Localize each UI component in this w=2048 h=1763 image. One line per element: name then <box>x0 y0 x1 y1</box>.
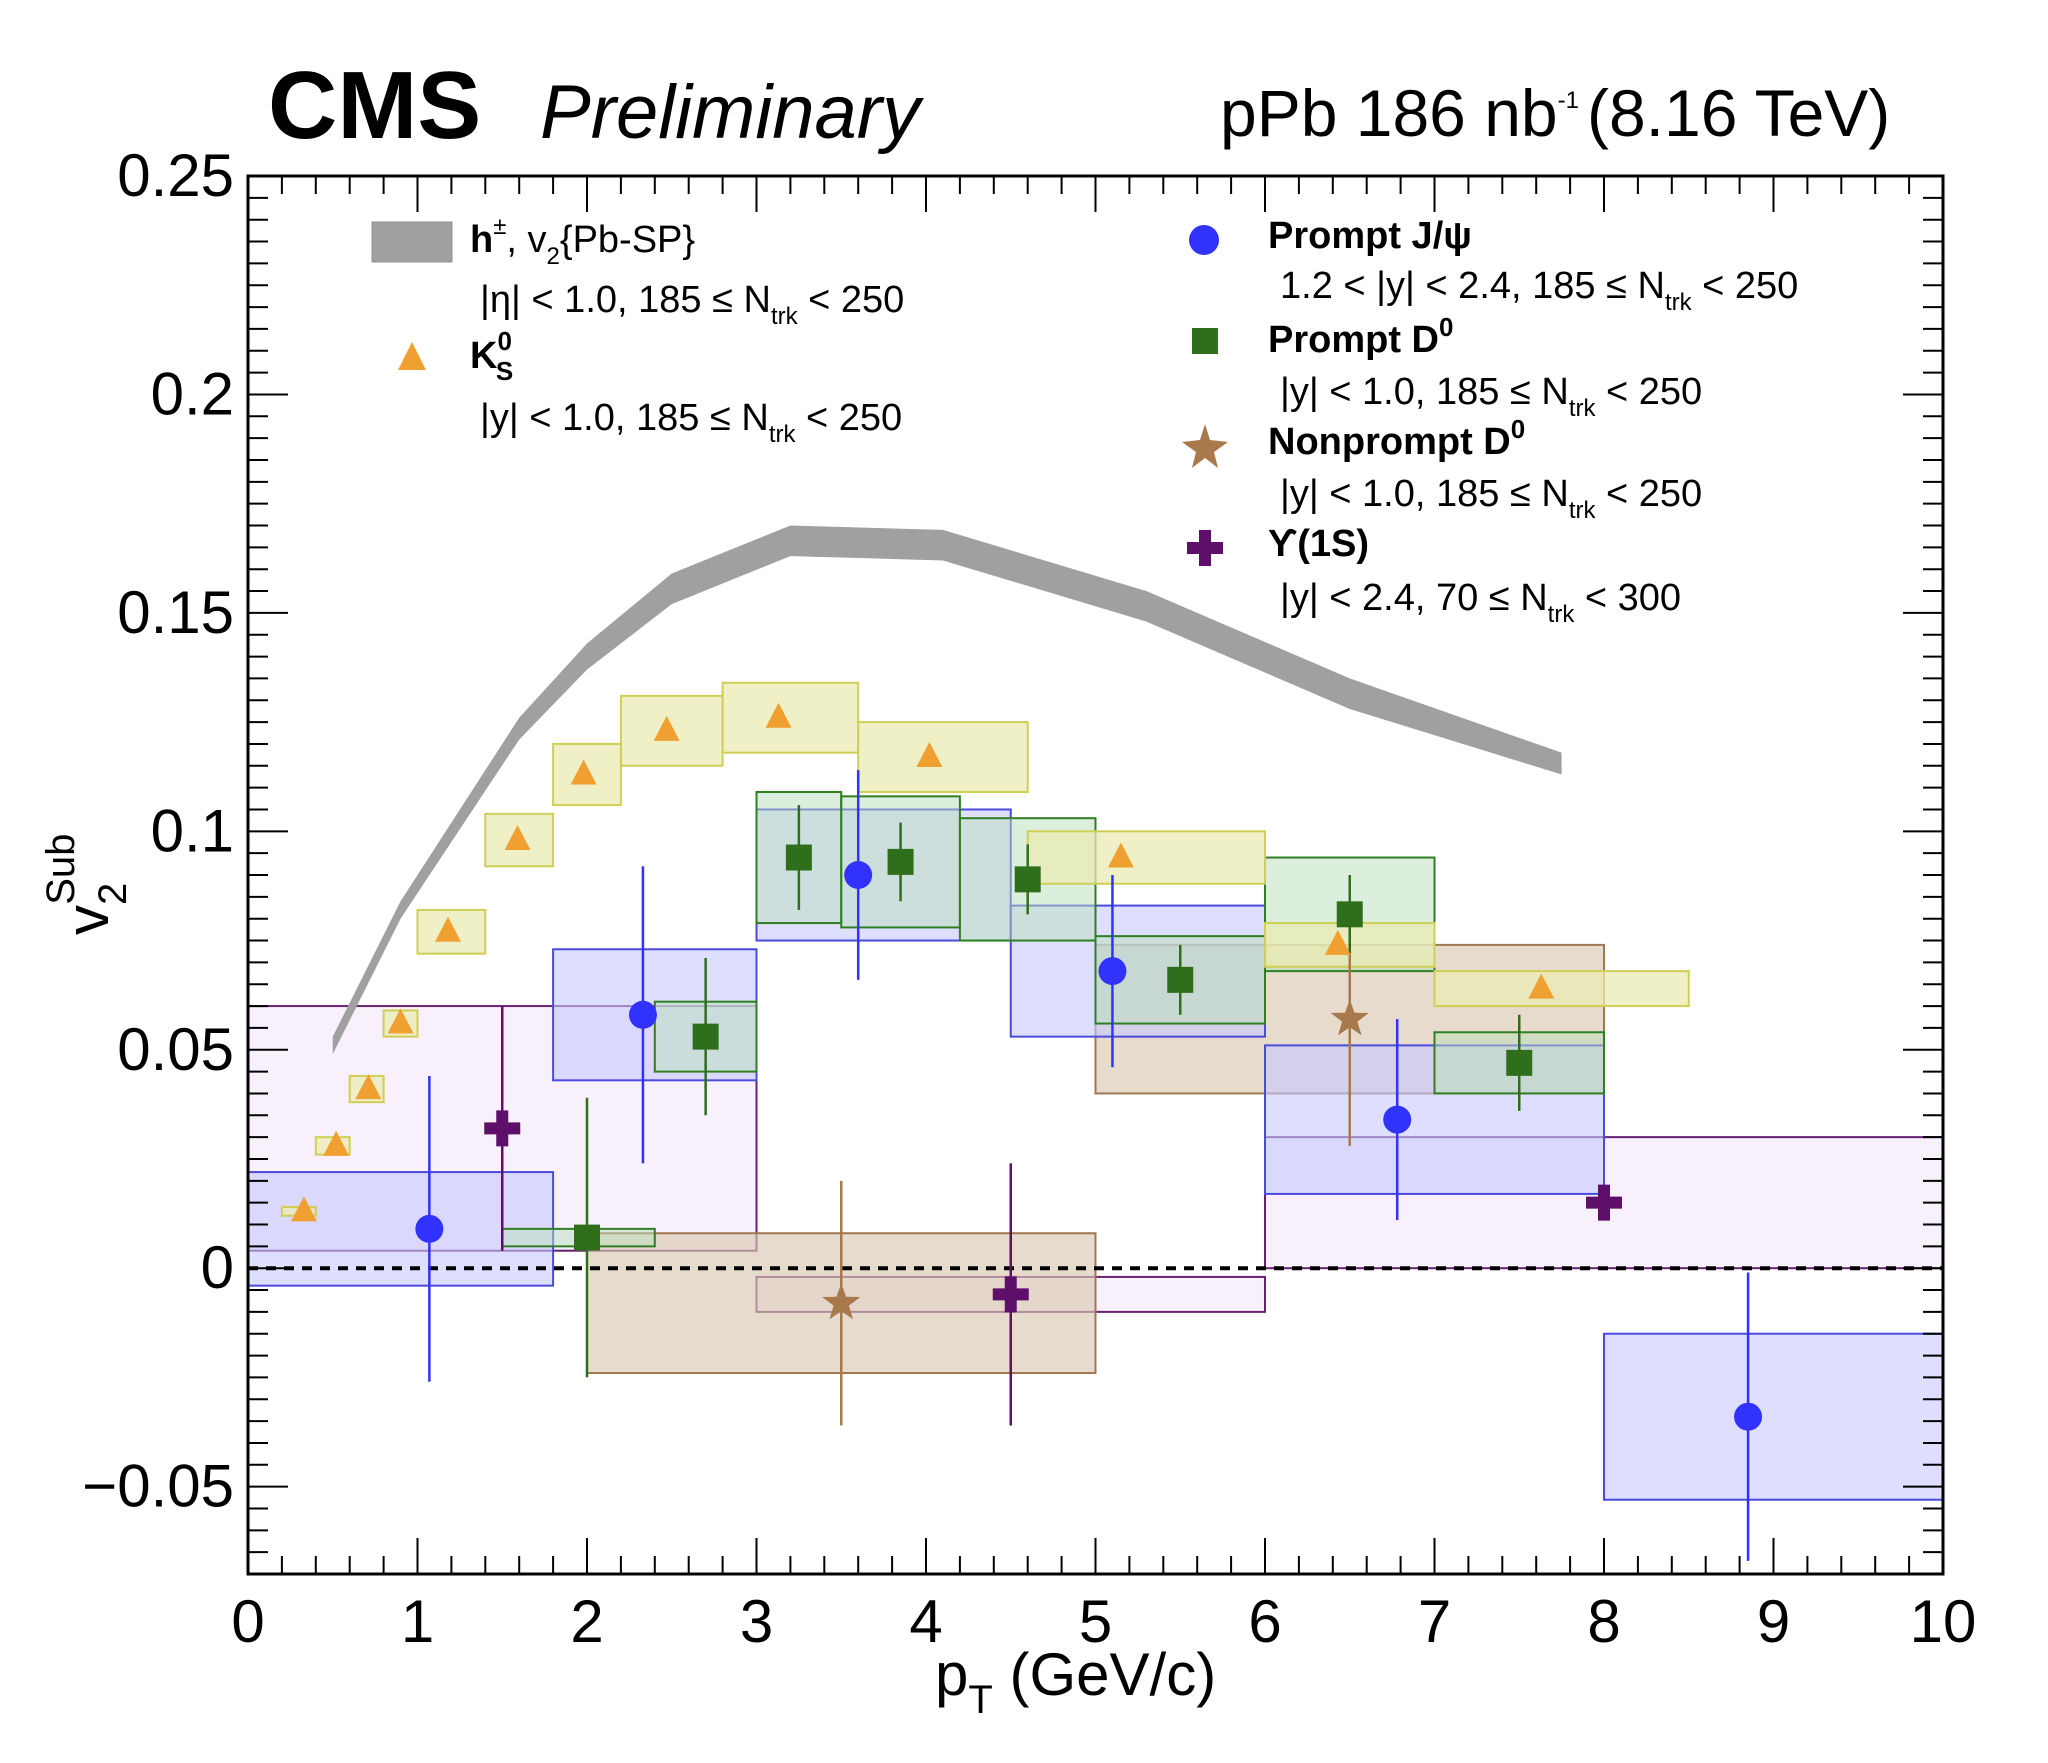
x-tick-label: 8 <box>1587 1588 1620 1655</box>
status-label: Preliminary <box>540 70 924 155</box>
legend-kshort-marker <box>398 342 426 370</box>
prompt-j-psi-point-1 <box>628 1000 657 1029</box>
x-tick-label: 6 <box>1248 1588 1281 1655</box>
legend-hadron-label: h±, v2{Pb-SP} <box>470 213 695 270</box>
legend-d0-label: Prompt D0 <box>1268 312 1453 361</box>
k0s-point-0 <box>290 1196 317 1222</box>
prompt-d0-point-4 <box>1014 866 1041 893</box>
k0s-sys-box-10 <box>1026 830 1266 885</box>
legend-upsilon-cut: |y| < 2.4, 70 ≤ Ntrk < 300 <box>1280 577 1681 628</box>
legend-npd0-marker <box>1182 424 1228 468</box>
k0s-sys-box-12 <box>1433 970 1690 1008</box>
legend-upsilon-label: ϒ(1S) <box>1268 523 1369 565</box>
legend-d0-marker <box>1192 328 1218 354</box>
svg-text:v2Sub: v2Sub <box>39 834 135 935</box>
y-tick-label: 0.25 <box>117 142 234 209</box>
y-tick-label: 0.15 <box>117 579 234 646</box>
k0s-point-6 <box>570 759 597 785</box>
legend-hadron-swatch <box>371 221 453 263</box>
prompt-d0-point-7 <box>1506 1049 1533 1076</box>
k0s-sys-box-8 <box>721 681 860 754</box>
y-tick-label: 0 <box>201 1234 234 1301</box>
y-tick-label: 0.05 <box>117 1016 234 1083</box>
prompt-j-psi-sys-box-5 <box>1603 1332 1944 1501</box>
nonprompt-d0-point-0 <box>822 1283 861 1320</box>
data-markers <box>290 702 1763 1431</box>
legend-hadron-cut: |η| < 1.0, 185 ≤ Ntrk < 250 <box>480 279 904 330</box>
x-tick-label: 1 <box>401 1588 434 1655</box>
hadron-band-layer <box>332 525 1562 1055</box>
tick-labels: 0 1 2 3 4 5 6 7 8 9 10 −0.05 0 0.05 0.1 0.15 0.2 0.25 <box>82 142 1976 1655</box>
y-axis-title: v2Sub <box>39 834 135 935</box>
prompt-j-psi-point-0 <box>415 1214 444 1243</box>
k0s-point-5 <box>504 825 531 851</box>
k0s-point-9 <box>916 742 943 768</box>
x-tick-label: 10 <box>1910 1588 1977 1655</box>
prompt-j-psi-point-5 <box>1734 1402 1763 1431</box>
x-tick-label: 7 <box>1418 1588 1451 1655</box>
k0s-point-2 <box>355 1074 382 1100</box>
legend-upsilon-marker <box>1187 530 1223 566</box>
y-tick-label: 0.1 <box>151 797 234 864</box>
upsilon-1s-point-1 <box>992 1276 1029 1313</box>
k0s-point-11 <box>1324 929 1351 955</box>
x-tick-label: 0 <box>231 1588 264 1655</box>
legend-jpsi-marker <box>1189 225 1219 255</box>
x-tick-label: 9 <box>1757 1588 1790 1655</box>
prompt-d0-point-3 <box>887 848 914 875</box>
k0s-point-1 <box>323 1130 350 1156</box>
upsilon-1s-point-0 <box>484 1110 521 1147</box>
legend-npd0-cut: |y| < 1.0, 185 ≤ Ntrk < 250 <box>1280 473 1702 524</box>
x-axis-title: pT (GeV/c) <box>935 1641 1216 1722</box>
prompt-d0-point-0 <box>574 1224 600 1251</box>
y-tick-label: 0.2 <box>151 360 234 427</box>
prompt-d0-point-1 <box>692 1023 719 1050</box>
k0s-point-10 <box>1107 842 1134 868</box>
prompt-j-psi-point-4 <box>1383 1105 1412 1134</box>
k0s-sys-box-9 <box>857 721 1029 793</box>
k0s-point-7 <box>653 715 680 741</box>
hadron-v2-band <box>332 525 1562 1055</box>
upsilon-1s-point-2 <box>1586 1184 1622 1221</box>
prompt-d0-point-2 <box>785 844 812 871</box>
y-tick-label: −0.05 <box>82 1453 234 1520</box>
legend: h±, v2{Pb-SP} |η| < 1.0, 185 ≤ Ntrk < 25… <box>371 213 1798 628</box>
legend-kshort-label: K0 S <box>470 326 513 386</box>
k0s-point-12 <box>1528 973 1555 999</box>
lumi-label: pPb 186 nb-1 (8.16 TeV) <box>1220 76 1890 150</box>
legend-jpsi-label: Prompt J/ψ <box>1268 215 1472 257</box>
k0s-point-3 <box>387 1008 414 1034</box>
x-tick-label: 2 <box>570 1588 603 1655</box>
axes <box>246 174 1945 1576</box>
prompt-j-psi-point-2 <box>844 861 873 889</box>
prompt-d0-point-5 <box>1167 966 1194 993</box>
x-tick-label: 3 <box>740 1588 773 1655</box>
prompt-d0-point-6 <box>1336 901 1363 928</box>
nonprompt-d0-point-1 <box>1330 999 1369 1036</box>
x-tick-label: 5 <box>1079 1588 1112 1655</box>
prompt-j-psi-point-3 <box>1098 957 1127 986</box>
legend-kshort-cut: |y| < 1.0, 185 ≤ Ntrk < 250 <box>480 397 902 448</box>
legend-d0-cut: |y| < 1.0, 185 ≤ Ntrk < 250 <box>1280 371 1702 422</box>
legend-jpsi-cut: 1.2 < |y| < 2.4, 185 ≤ Ntrk < 250 <box>1280 265 1798 316</box>
legend-npd0-label: Nonprompt D0 <box>1268 414 1525 463</box>
x-tick-label: 4 <box>909 1588 942 1655</box>
k0s-point-8 <box>765 702 792 728</box>
experiment-label: CMS <box>268 52 481 159</box>
k0s-point-4 <box>435 916 462 942</box>
